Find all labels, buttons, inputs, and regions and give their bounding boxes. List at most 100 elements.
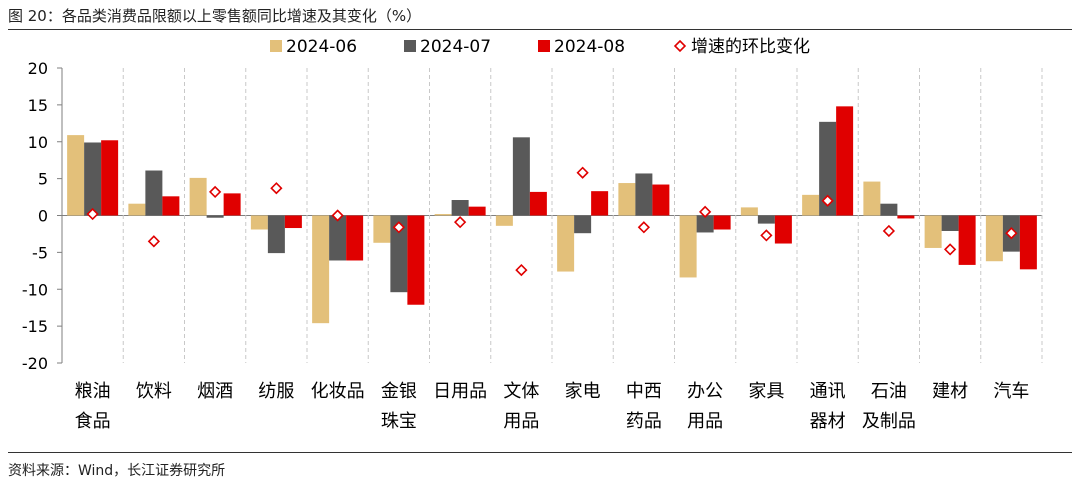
category-label: 汽车	[993, 381, 1029, 402]
figure-title: 图 20：各品类消费品限额以上零售额同比增速及其变化（%）	[8, 7, 422, 25]
category-label: 纺服	[258, 381, 294, 402]
bar-2024-06-10	[679, 215, 697, 278]
bar-2024-06-15	[985, 215, 1003, 262]
legend-swatch	[538, 40, 550, 52]
y-tick-label: 0	[38, 207, 48, 226]
bar-2024-08-1	[162, 196, 180, 216]
bar-2024-08-12	[836, 106, 854, 216]
y-tick-label: 10	[28, 133, 48, 152]
change-marker-10	[698, 205, 712, 218]
bar-2024-08-4	[346, 215, 364, 261]
y-tick-label: -5	[32, 243, 48, 262]
legend-swatch	[404, 40, 416, 52]
bar-2024-07-1	[145, 170, 163, 216]
y-tick-label: -15	[22, 317, 48, 336]
change-marker-11	[760, 229, 773, 242]
bar-2024-07-3	[267, 215, 285, 254]
bar-2024-06-0	[67, 135, 85, 216]
change-marker-8	[576, 166, 589, 179]
bar-2024-07-2	[206, 215, 224, 218]
bar-2024-08-6	[468, 206, 486, 216]
change-marker-14	[943, 243, 957, 256]
category-label: 用品	[687, 411, 723, 432]
change-marker-9	[637, 221, 651, 234]
bar-2024-08-10	[713, 215, 731, 230]
category-label: 日用品	[433, 381, 487, 402]
bar-2024-08-14	[958, 215, 976, 265]
category-label: 用品	[503, 411, 539, 432]
legend-label: 2024-07	[420, 37, 491, 57]
bar-2024-08-11	[774, 215, 792, 244]
bar-2024-06-2	[189, 177, 207, 216]
bar-2024-07-12	[819, 121, 837, 216]
category-label: 石油	[871, 381, 907, 402]
bar-2024-07-14	[941, 215, 959, 231]
bar-2024-07-7	[512, 137, 530, 216]
change-marker-4	[331, 209, 344, 222]
legend-label: 增速的环比变化	[691, 37, 810, 57]
change-marker-13	[882, 224, 896, 238]
category-label: 药品	[626, 411, 662, 432]
category-label: 办公	[687, 381, 723, 402]
bar-2024-08-3	[284, 215, 302, 229]
y-tick-label: -10	[22, 280, 48, 299]
y-tick-label: -20	[22, 354, 48, 373]
source-note: 资料来源：Wind，长江证券研究所	[8, 463, 226, 479]
change-marker-1	[147, 235, 161, 248]
bar-2024-08-8	[591, 191, 609, 216]
legend-swatch	[270, 40, 282, 52]
bar-2024-06-12	[802, 194, 820, 216]
bar-2024-06-1	[128, 203, 146, 216]
category-label: 通讯	[810, 381, 846, 402]
title-rule	[8, 29, 1072, 30]
y-tick-label: 20	[28, 59, 48, 78]
bar-2024-06-11	[740, 207, 758, 216]
category-label: 饮料	[136, 381, 172, 402]
category-label: 烟酒	[197, 381, 233, 402]
legend-label: 2024-06	[286, 37, 357, 57]
category-label: 食品	[75, 411, 111, 432]
category-label: 器材	[810, 411, 846, 432]
category-label: 中西	[626, 381, 662, 402]
bar-2024-08-5	[407, 215, 425, 305]
change-marker-7	[515, 263, 528, 277]
change-marker-2	[208, 185, 222, 199]
category-label: 金银	[381, 381, 417, 402]
bar-2024-08-9	[652, 184, 670, 216]
y-tick-label: 15	[28, 96, 48, 115]
legend-label: 2024-08	[554, 37, 625, 57]
bar-2024-07-13	[880, 203, 898, 216]
bar-2024-07-6	[451, 200, 469, 216]
category-label: 珠宝	[381, 411, 417, 432]
y-tick-label: 5	[38, 170, 48, 189]
bar-2024-08-2	[223, 193, 241, 216]
bar-2024-06-14	[924, 215, 942, 248]
bar-2024-06-8	[557, 215, 575, 272]
bar-2024-06-4	[312, 215, 330, 324]
bar-2024-07-8	[574, 215, 592, 234]
change-marker-3	[270, 182, 283, 195]
change-marker-6	[453, 216, 467, 229]
change-marker-5	[392, 221, 406, 234]
bar-2024-07-4	[329, 215, 347, 261]
bar-2024-06-9	[618, 183, 636, 216]
bar-2024-06-7	[495, 215, 513, 226]
category-label: 家电	[565, 381, 601, 402]
bottom-rule	[8, 452, 1072, 453]
category-label: 粮油	[75, 381, 111, 402]
bar-2024-08-0	[101, 140, 119, 216]
bar-2024-06-5	[373, 215, 391, 243]
bar-2024-06-6	[434, 214, 452, 216]
change-marker-12	[821, 194, 834, 207]
bar-2024-07-10	[696, 215, 714, 233]
category-label: 化妆品	[311, 381, 365, 402]
change-marker-15	[1005, 227, 1018, 240]
category-label: 文体	[503, 381, 539, 402]
bar-2024-08-7	[529, 191, 547, 216]
bar-2024-07-5	[390, 215, 408, 293]
category-label: 家具	[748, 381, 784, 402]
bar-2024-08-15	[1019, 215, 1037, 270]
bar-2024-06-13	[863, 181, 881, 216]
bar-2024-07-9	[635, 173, 653, 216]
